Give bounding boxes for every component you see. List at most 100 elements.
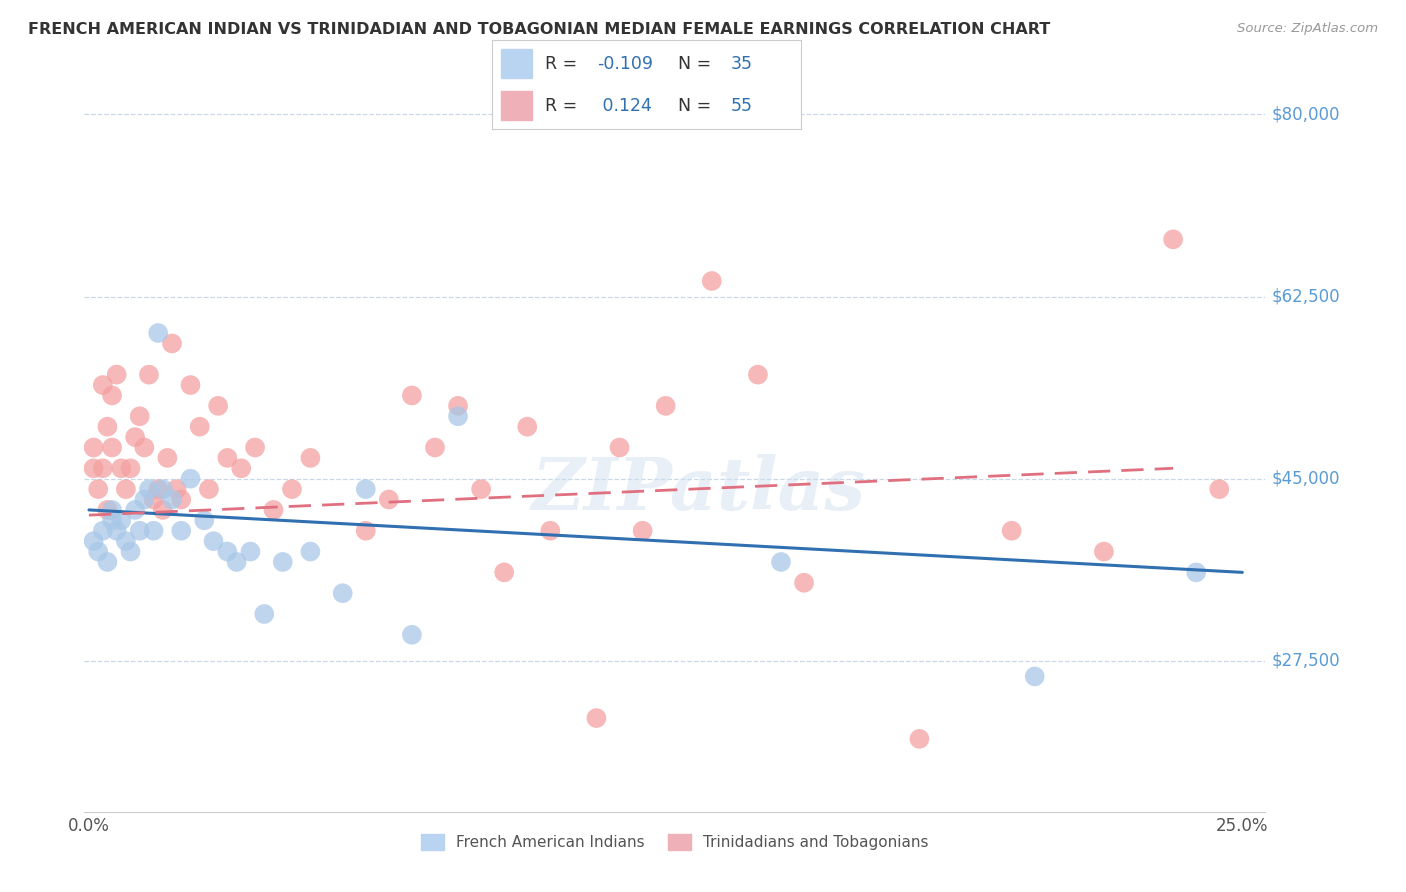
Point: [188, 419, 211, 434]
Point: [193, 513, 215, 527]
Point: [423, 441, 446, 455]
Text: R =: R =: [544, 55, 582, 73]
Point: [166, 482, 188, 496]
Text: FRENCH AMERICAN INDIAN VS TRINIDADIAN AND TOBAGONIAN MEDIAN FEMALE EARNINGS CORR: FRENCH AMERICAN INDIAN VS TRINIDADIAN AN…: [28, 22, 1050, 37]
Point: [538, 524, 561, 538]
Point: [110, 513, 132, 527]
Point: [354, 524, 377, 538]
Point: [243, 441, 266, 455]
Text: Source: ZipAtlas.com: Source: ZipAtlas.com: [1237, 22, 1378, 36]
Point: [152, 503, 174, 517]
Point: [160, 492, 183, 507]
Point: [115, 482, 138, 496]
Text: 0.124: 0.124: [598, 97, 652, 115]
Point: [747, 368, 769, 382]
Point: [202, 534, 225, 549]
Point: [156, 450, 179, 465]
Point: [148, 482, 170, 496]
Point: [83, 534, 105, 549]
Point: [138, 368, 160, 382]
Text: ZIPatlas: ZIPatlas: [531, 454, 866, 525]
Point: [96, 503, 118, 517]
Point: [1001, 524, 1024, 538]
Point: [120, 544, 142, 558]
Point: [1208, 482, 1230, 496]
Point: [101, 513, 124, 527]
Point: [401, 628, 423, 642]
Point: [401, 388, 423, 402]
Text: $45,000: $45,000: [1271, 470, 1340, 488]
Point: [1161, 232, 1184, 246]
Point: [198, 482, 221, 496]
Point: [239, 544, 262, 558]
Text: -0.109: -0.109: [598, 55, 654, 73]
Point: [332, 586, 354, 600]
Text: 55: 55: [730, 97, 752, 115]
Text: N =: N =: [678, 55, 717, 73]
Text: $62,500: $62,500: [1271, 287, 1340, 306]
Point: [654, 399, 676, 413]
Point: [83, 461, 105, 475]
Point: [769, 555, 792, 569]
Point: [217, 450, 239, 465]
Point: [152, 482, 174, 496]
Point: [91, 378, 114, 392]
Point: [138, 482, 160, 496]
Point: [231, 461, 253, 475]
Point: [170, 524, 193, 538]
Point: [105, 368, 128, 382]
Point: [299, 544, 322, 558]
Point: [447, 409, 470, 424]
Point: [160, 336, 183, 351]
Point: [124, 503, 146, 517]
Point: [134, 441, 156, 455]
Point: [793, 575, 815, 590]
Point: [148, 326, 170, 340]
Point: [96, 419, 118, 434]
Point: [96, 555, 118, 569]
Point: [134, 492, 156, 507]
Point: [207, 399, 229, 413]
Point: [263, 503, 285, 517]
Point: [91, 524, 114, 538]
Point: [470, 482, 492, 496]
Point: [101, 441, 124, 455]
Point: [494, 566, 516, 580]
Point: [447, 399, 470, 413]
Point: [120, 461, 142, 475]
Point: [87, 482, 110, 496]
Point: [1185, 566, 1208, 580]
Point: [354, 482, 377, 496]
Point: [609, 441, 631, 455]
Point: [142, 524, 165, 538]
Point: [1092, 544, 1115, 558]
Point: [87, 544, 110, 558]
Point: [271, 555, 294, 569]
FancyBboxPatch shape: [502, 49, 533, 78]
Point: [170, 492, 193, 507]
Legend: French American Indians, Trinidadians and Tobagonians: French American Indians, Trinidadians an…: [415, 829, 935, 856]
Point: [83, 441, 105, 455]
Point: [225, 555, 247, 569]
Point: [700, 274, 723, 288]
Point: [179, 472, 201, 486]
Point: [217, 544, 239, 558]
Point: [253, 607, 276, 621]
Point: [91, 461, 114, 475]
Point: [378, 492, 401, 507]
Point: [908, 731, 931, 746]
Point: [115, 534, 138, 549]
Point: [128, 409, 150, 424]
Point: [631, 524, 654, 538]
Point: [101, 503, 124, 517]
Point: [101, 388, 124, 402]
Point: [1024, 669, 1046, 683]
Text: $27,500: $27,500: [1271, 652, 1340, 670]
Point: [516, 419, 538, 434]
Text: 35: 35: [730, 55, 752, 73]
Point: [110, 461, 132, 475]
FancyBboxPatch shape: [502, 91, 533, 120]
Point: [128, 524, 150, 538]
Text: N =: N =: [678, 97, 717, 115]
Point: [179, 378, 201, 392]
